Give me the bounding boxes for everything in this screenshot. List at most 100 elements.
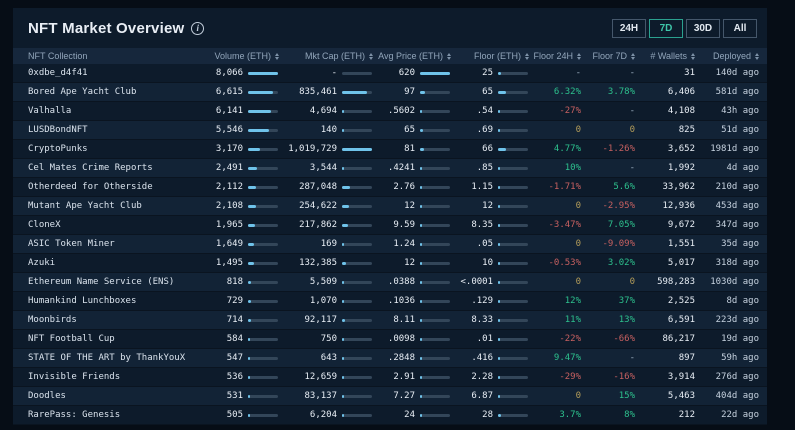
mktcap-bar [337, 394, 373, 398]
deployed-age: 51d ago [721, 125, 759, 135]
mktcap-bar-track [342, 147, 372, 151]
floor-value: .69 [476, 125, 493, 135]
avg-price-bar-track [420, 71, 450, 75]
column-header-deployed[interactable]: Deployed [695, 51, 759, 61]
avg-price-bar [415, 375, 451, 379]
column-header-volume-eth[interactable]: Volume (ETH) [198, 51, 279, 61]
table-row[interactable]: Invisible Friends 536 12,659 2.91 2.28 -29% -1… [13, 368, 767, 387]
column-header-mkt-cap-eth[interactable]: Mkt Cap (ETH) [279, 51, 373, 61]
table-row[interactable]: RarePass: Genesis 505 6,204 24 28 3.7% 8% 212 22… [13, 406, 767, 425]
timeframe-24h[interactable]: 24H [612, 18, 646, 38]
column-header-avg-price-eth[interactable]: Avg Price (ETH) [373, 51, 451, 61]
mktcap-bar-fill [342, 128, 344, 132]
avg-price-bar [415, 280, 451, 284]
floor-7d-change: - [629, 163, 635, 173]
mktcap-bar-fill [342, 261, 346, 265]
volume-bar [243, 71, 279, 75]
floor-bar [493, 280, 529, 284]
floor-24h-change: 6.32% [553, 87, 581, 97]
avg-price-bar-fill [420, 413, 422, 417]
table-row[interactable]: CloneX 1,965 217,862 9.59 8.35 -3.47% 7.05% 9,6… [13, 216, 767, 235]
table-row[interactable]: Valhalla 6,141 4,694 .5602 .54 -27% - 4,108 43h … [13, 102, 767, 121]
timeframe-7d[interactable]: 7D [649, 18, 683, 38]
column-header-floor-eth[interactable]: Floor (ETH) [451, 51, 529, 61]
volume-bar [243, 128, 279, 132]
volume-bar-fill [248, 280, 251, 284]
floor-bar-fill [498, 242, 500, 246]
collection-name: Mutant Ape Yacht Club [28, 201, 142, 211]
floor-7d-change: 13% [618, 315, 635, 325]
sort-up-arrow [369, 52, 373, 56]
floor-24h-change: -27% [559, 106, 581, 116]
avg-price-bar [415, 128, 451, 132]
table-row[interactable]: Humankind Lunchboxes 729 1,070 .1036 .129 12%… [13, 292, 767, 311]
table-row[interactable]: LUSDBondNFT 5,546 140 65 .69 0 0 825 51d ago [13, 121, 767, 140]
floor-24h-change: 0 [575, 125, 581, 135]
sort-up-arrow [577, 52, 581, 56]
avg-price-bar-fill [420, 128, 423, 132]
table-row[interactable]: CryptoPunks 3,170 1,019,729 81 66 4.77% -1.26%… [13, 140, 767, 159]
deployed-age: 210d ago [715, 182, 759, 192]
volume-bar-fill [248, 223, 255, 227]
table-row[interactable]: Moonbirds 714 92,117 8.11 8.33 11% 13% 6,591 223… [13, 311, 767, 330]
volume-bar-fill [248, 337, 250, 341]
mktcap-bar-track [342, 413, 372, 417]
deployed-age: 453d ago [715, 201, 759, 211]
volume-value: 5,546 [215, 125, 243, 135]
floor-bar-fill [498, 147, 506, 151]
table-row[interactable]: Azuki 1,495 132,385 12 10 -0.53% 3.02% 5,017 318… [13, 254, 767, 273]
timeframe-all[interactable]: All [723, 18, 757, 38]
floor-bar [493, 147, 529, 151]
volume-bar-track [248, 223, 278, 227]
floor-24h-change: 12% [564, 296, 581, 306]
volume-bar-fill [248, 90, 273, 94]
table-row[interactable]: Otherdeed for Otherside 2,112 287,048 2.76 1… [13, 178, 767, 197]
floor-bar-track [498, 109, 528, 113]
table-row[interactable]: Ethereum Name Service (ENS) 818 5,509 .0388… [13, 273, 767, 292]
volume-bar-track [248, 356, 278, 360]
sort-up-arrow [631, 52, 635, 56]
column-header-wallets[interactable]: # Wallets [635, 51, 695, 61]
info-circle-icon[interactable]: i [191, 21, 205, 35]
column-header-floor-7d[interactable]: Floor 7D [581, 51, 635, 61]
floor-value: 66 [482, 144, 493, 154]
volume-bar-track [248, 166, 278, 170]
wallets-count: 12,936 [662, 201, 695, 211]
wallets-count: 598,283 [657, 277, 695, 287]
floor-value: 8.33 [471, 315, 493, 325]
mktcap-value: 1,019,729 [288, 144, 337, 154]
volume-bar-fill [248, 413, 250, 417]
avg-price-bar-fill [420, 261, 422, 265]
table-row[interactable]: ASIC Token Miner 1,649 169 1.24 .05 0 -9.09% 1,… [13, 235, 767, 254]
table-row[interactable]: Bored Ape Yacht Club 6,615 835,461 97 65 6.32… [13, 83, 767, 102]
floor-value: .416 [471, 353, 493, 363]
volume-bar [243, 204, 279, 208]
collection-name: Doodles [28, 391, 66, 401]
collection-name: Bored Ape Yacht Club [28, 87, 137, 97]
avg-price-value: 8.11 [393, 315, 415, 325]
mktcap-bar-fill [342, 299, 344, 303]
table-row[interactable]: Doodles 531 83,137 7.27 6.87 0 15% 5,463 404d ag… [13, 387, 767, 406]
volume-bar [243, 318, 279, 322]
sort-icon [691, 52, 695, 60]
volume-bar-track [248, 242, 278, 246]
volume-value: 818 [226, 277, 243, 287]
table-row[interactable]: STATE OF THE ART by ThankYouX 547 643 .2848… [13, 349, 767, 368]
floor-bar [493, 128, 529, 132]
mktcap-bar-fill [342, 356, 344, 360]
collection-name: NFT Football Cup [28, 334, 115, 344]
table-row[interactable]: NFT Football Cup 584 750 .0098 .01 -22% -66% 86… [13, 330, 767, 349]
avg-price-bar-fill [420, 147, 424, 151]
column-header-floor-24h[interactable]: Floor 24H [529, 51, 581, 61]
volume-bar [243, 90, 279, 94]
table-row[interactable]: Cel Mates Crime Reports 2,491 3,544 .4241 .8… [13, 159, 767, 178]
table-row[interactable]: 0xdbe_d4f41 8,066 - 620 25 - - 31 140d ago [13, 64, 767, 83]
floor-value: 1.15 [471, 182, 493, 192]
timeframe-30d[interactable]: 30D [686, 18, 720, 38]
mktcap-value: 83,137 [304, 391, 337, 401]
timeframe-group: 24H 7D 30D All [612, 18, 757, 38]
mktcap-bar-track [342, 356, 372, 360]
floor-24h-change: 3.7% [559, 410, 581, 420]
avg-price-bar-track [420, 109, 450, 113]
table-row[interactable]: Mutant Ape Yacht Club 2,108 254,622 12 12 0 -2… [13, 197, 767, 216]
